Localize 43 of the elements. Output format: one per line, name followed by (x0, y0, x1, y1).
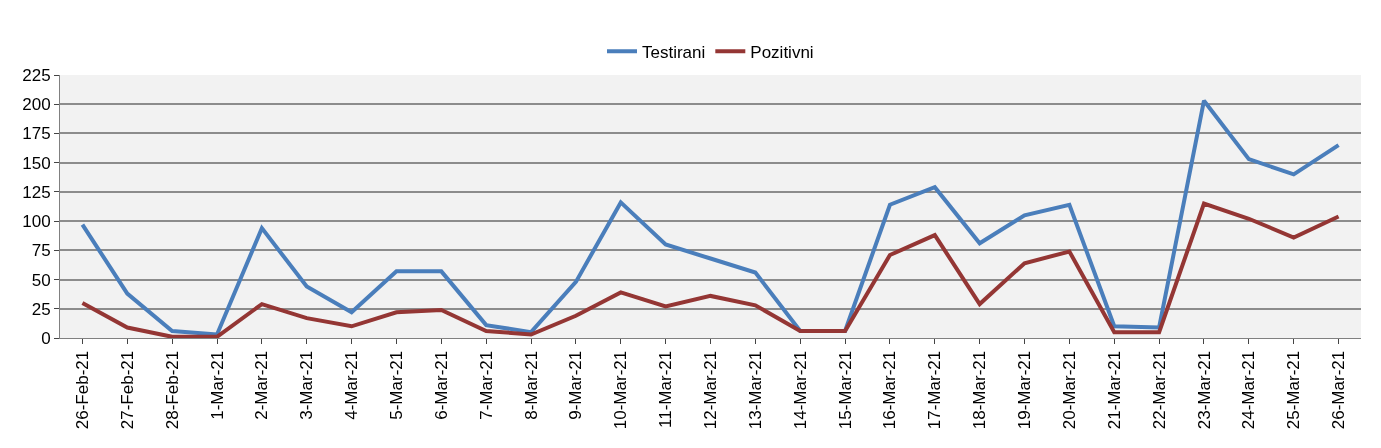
x-tick-label: 23-Mar-21 (1194, 350, 1214, 430)
x-tick-label: 4-Mar-21 (342, 350, 362, 420)
line-series (80, 201, 1341, 338)
x-tick-label: 2-Mar-21 (252, 350, 272, 420)
y-tick-label: 75 (31, 241, 51, 261)
x-tick-label: 6-Mar-21 (431, 350, 451, 420)
x-tick-label: 26-Mar-21 (1329, 350, 1349, 430)
x-tick-label: 8-Mar-21 (521, 350, 541, 420)
y-tick-label: 175 (22, 124, 51, 144)
legend-label: Pozitivni (750, 42, 814, 62)
line-series (80, 98, 1341, 337)
x-tick-label: 24-Mar-21 (1239, 350, 1259, 430)
y-tick-label: 200 (22, 95, 51, 115)
x-tick-label: 3-Mar-21 (297, 350, 317, 420)
y-tick-label: 100 (22, 212, 51, 232)
x-tick-label: 22-Mar-21 (1149, 350, 1169, 430)
y-tick-label: 150 (22, 153, 51, 173)
x-tick-label: 13-Mar-21 (745, 350, 765, 430)
x-tick-label: 10-Mar-21 (611, 350, 631, 430)
x-tick-label: 16-Mar-21 (880, 350, 900, 430)
x-tick-label: 20-Mar-21 (1059, 350, 1079, 430)
x-tick-label: 27-Feb-21 (117, 350, 137, 430)
x-tick-label: 28-Feb-21 (162, 350, 182, 430)
x-tick-label: 26-Feb-21 (72, 350, 92, 430)
y-tick-label: 125 (22, 182, 51, 202)
x-tick-label: 21-Mar-21 (1104, 350, 1124, 430)
x-tick-label: 14-Mar-21 (790, 350, 810, 430)
x-tick-label: 18-Mar-21 (970, 350, 990, 430)
legend-label: Testirani (642, 42, 706, 62)
x-tick-label: 9-Mar-21 (566, 350, 586, 420)
y-tick-label: 25 (31, 299, 51, 319)
x-tick-label: 12-Mar-21 (701, 350, 721, 430)
x-tick-label: 15-Mar-21 (835, 350, 855, 430)
x-tick-label: 25-Mar-21 (1284, 350, 1304, 430)
x-tick-label: 5-Mar-21 (386, 350, 406, 420)
x-tick-label: 17-Mar-21 (925, 350, 945, 430)
x-tick-label: 1-Mar-21 (207, 350, 227, 420)
x-tick-label: 11-Mar-21 (656, 350, 676, 428)
y-tick-label: 50 (31, 270, 51, 290)
y-tick-label: 0 (41, 328, 51, 348)
x-tick-label: 7-Mar-21 (476, 350, 496, 420)
x-tick-label: 19-Mar-21 (1015, 350, 1035, 430)
y-tick-label: 225 (22, 65, 51, 85)
